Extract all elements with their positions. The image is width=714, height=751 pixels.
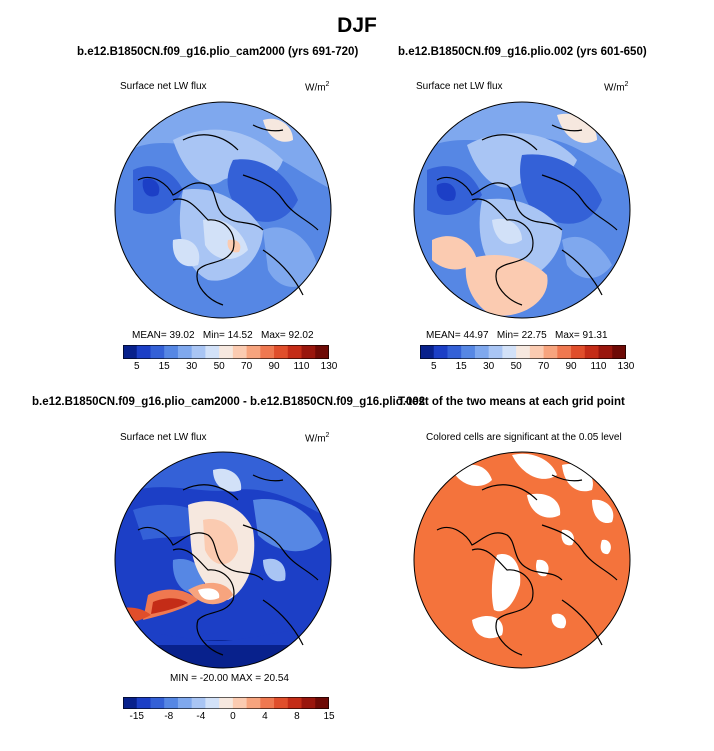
colorbar-top-right-swatch: [433, 345, 448, 359]
colorbar-top-left-swatch: [136, 345, 151, 359]
colorbar-top-left-frame: [123, 345, 329, 359]
colorbar-bottom-left-tick-label: -15: [129, 711, 144, 722]
colorbar-bottom-left-swatch: [260, 697, 275, 709]
panel-title-bottom-right: T-test of the two means at each grid poi…: [398, 396, 625, 408]
colorbar-top-right-tick-label: 130: [617, 361, 635, 372]
colorbar-top-left-swatch: [260, 345, 275, 359]
colorbar-bottom-left-swatch: [177, 697, 193, 709]
units-label-top-right: W/m2: [604, 81, 629, 94]
colorbar-bottom-left-swatch: [274, 697, 289, 709]
colorbar-top-left-tick-label: 5: [133, 361, 140, 372]
colorbar-top-right-swatch: [420, 345, 435, 359]
colorbar-bottom-left-tick-label: 0: [230, 711, 236, 722]
colorbar-bottom-left: [123, 697, 329, 709]
colorbar-ticks-bottom-left: -15 -8 -4 0 4 8 15: [123, 711, 334, 725]
colorbar-top-right-swatch: [488, 345, 503, 359]
colorbar-top-right-swatch: [557, 345, 572, 359]
colorbar-top-right-swatch: [543, 345, 558, 359]
variable-label-top-right: Surface net LW flux: [416, 81, 503, 92]
colorbar-top-right-frame: [420, 345, 626, 359]
colorbar-top-right-tick-label: 5: [430, 361, 437, 372]
units-label-bottom-left: W/m2: [305, 432, 330, 445]
colorbar-top-left-swatch: [191, 345, 206, 359]
colorbar-top-left-swatch: [177, 345, 193, 359]
colorbar-top-right-tick-label: 15: [455, 361, 467, 372]
colorbar-top-left: [123, 345, 329, 359]
colorbar-top-right-tick-label: 70: [538, 361, 550, 372]
colorbar-top-right-tick-label: 50: [510, 361, 522, 372]
colorbar-top-left-swatch: [123, 345, 138, 359]
colorbar-bottom-left-swatch: [150, 697, 165, 709]
colorbar-top-left-swatch: [315, 345, 329, 359]
figure-title: DJF: [337, 14, 377, 37]
colorbar-top-left-swatch: [205, 345, 220, 359]
stats-top-left: MEAN= 39.02 Min= 14.52 Max= 92.02: [132, 330, 314, 341]
panel-title-top-right: b.e12.B1850CN.f09_g16.plio.002 (yrs 601-…: [398, 46, 647, 58]
colorbar-top-right-tick-label: 90: [565, 361, 577, 372]
units-label-top-left: W/m2: [305, 81, 330, 94]
colorbar-bottom-left-swatch: [287, 697, 303, 709]
colorbar-bottom-left-swatch: [315, 697, 329, 709]
colorbar-bottom-left-tick-label: -8: [164, 711, 174, 722]
colorbar-bottom-left-swatch: [123, 697, 138, 709]
polar-map-top-left: [114, 101, 332, 319]
colorbar-top-left-tick-label: 30: [186, 361, 198, 372]
colorbar-top-right-tick-label: 30: [483, 361, 495, 372]
colorbar-top-right-swatch: [584, 345, 600, 359]
colorbar-bottom-left-swatch: [232, 697, 248, 709]
colorbar-top-right-swatch: [598, 345, 613, 359]
colorbar-top-left-tick-label: 130: [320, 361, 338, 372]
colorbar-bottom-left-frame: [123, 697, 329, 709]
panel-title-top-left: b.e12.B1850CN.f09_g16.plio_cam2000 (yrs …: [77, 46, 359, 58]
colorbar-bottom-left-swatch: [191, 697, 206, 709]
colorbar-top-right-swatch: [447, 345, 462, 359]
stats-bottom-left: MIN = -20.00 MAX = 20.54: [170, 673, 289, 684]
colorbar-top-left-tick-label: 15: [158, 361, 170, 372]
polar-map-bottom-right: [413, 451, 631, 669]
colorbar-top-right-tick-label: 110: [590, 361, 607, 372]
colorbar-top-right: [420, 345, 626, 359]
colorbar-top-left-swatch: [150, 345, 165, 359]
colorbar-ticks-top-right: 5 15 30 50 70 90 110 130: [420, 361, 634, 375]
colorbar-top-left-swatch: [301, 345, 316, 359]
significant-region: [414, 452, 630, 668]
colorbar-top-right-swatch: [612, 345, 626, 359]
colorbar-top-right-swatch: [474, 345, 490, 359]
colorbar-top-right-swatch: [571, 345, 586, 359]
colorbar-top-left-swatch: [274, 345, 289, 359]
colorbar-top-left-swatch: [287, 345, 303, 359]
colorbar-top-left-swatch: [164, 345, 179, 359]
colorbar-bottom-left-tick-label: -4: [196, 711, 206, 722]
subtitle-bottom-right: Colored cells are significant at the 0.0…: [426, 432, 622, 443]
variable-label-bottom-left: Surface net LW flux: [120, 432, 207, 443]
variable-label-top-left: Surface net LW flux: [120, 81, 207, 92]
colorbar-top-left-tick-label: 90: [268, 361, 280, 372]
colorbar-bottom-left-swatch: [219, 697, 234, 709]
colorbar-top-left-swatch: [219, 345, 234, 359]
colorbar-top-right-swatch: [529, 345, 545, 359]
colorbar-bottom-left-tick-label: 8: [294, 711, 300, 722]
colorbar-top-left-tick-label: 70: [241, 361, 253, 372]
colorbar-bottom-left-tick-label: 15: [323, 711, 335, 722]
polar-map-bottom-left: [114, 451, 332, 669]
colorbar-bottom-left-swatch: [205, 697, 220, 709]
colorbar-bottom-left-swatch: [301, 697, 316, 709]
polar-map-top-right: [413, 101, 631, 319]
colorbar-top-left-tick-label: 50: [213, 361, 225, 372]
colorbar-top-left-swatch: [246, 345, 261, 359]
colorbar-bottom-left-swatch: [136, 697, 151, 709]
stats-top-right: MEAN= 44.97 Min= 22.75 Max= 91.31: [426, 330, 608, 341]
colorbar-top-right-swatch: [461, 345, 476, 359]
colorbar-top-right-swatch: [516, 345, 531, 359]
colorbar-bottom-left-swatch: [246, 697, 261, 709]
colorbar-bottom-left-tick-label: 4: [262, 711, 268, 722]
colorbar-ticks-top-left: 5 15 30 50 70 90 110 130: [123, 361, 337, 375]
panel-title-bottom-left: b.e12.B1850CN.f09_g16.plio_cam2000 - b.e…: [32, 396, 426, 408]
colorbar-bottom-left-swatch: [164, 697, 179, 709]
colorbar-top-right-swatch: [502, 345, 517, 359]
colorbar-top-left-tick-label: 110: [293, 361, 310, 372]
colorbar-top-left-swatch: [232, 345, 248, 359]
